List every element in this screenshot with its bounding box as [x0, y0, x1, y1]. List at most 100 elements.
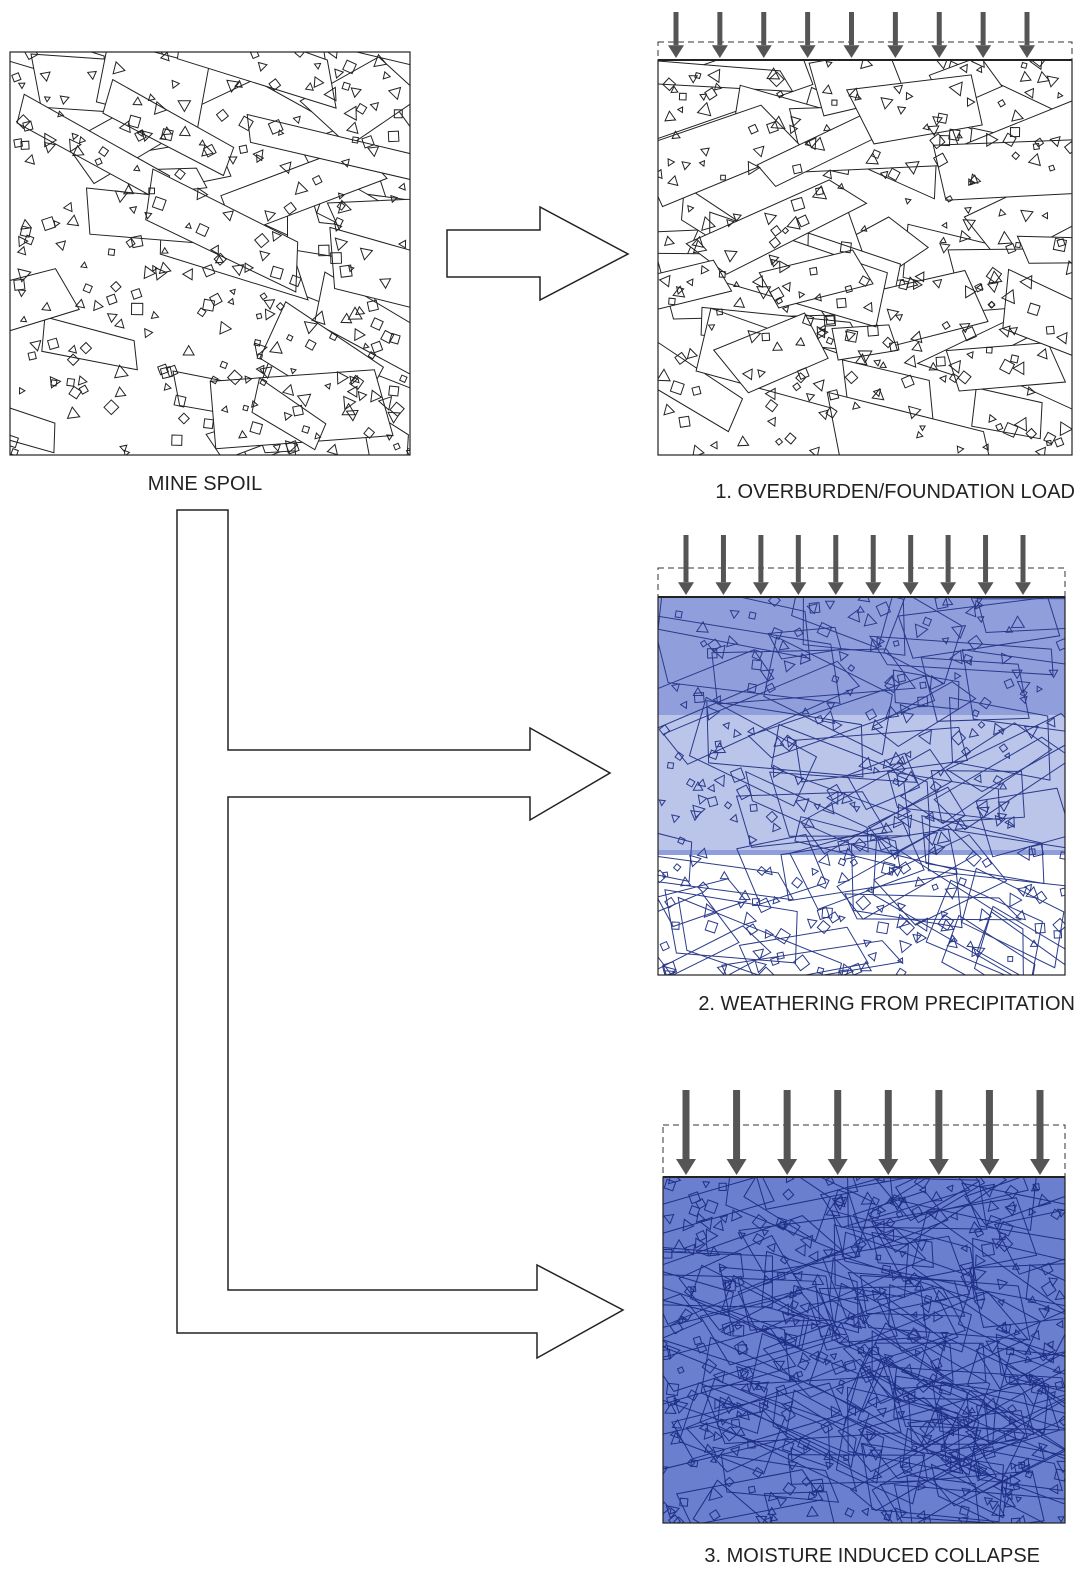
rock-slab	[663, 1246, 745, 1278]
rock-fragment	[706, 647, 718, 659]
rock-fragment	[766, 120, 779, 134]
rock-fragment	[1030, 1381, 1045, 1395]
rock-fragment	[712, 1370, 726, 1384]
rock-fragment	[695, 1229, 708, 1242]
rock-fragment	[1054, 1380, 1064, 1390]
rock-fragment	[41, 216, 57, 232]
rock-fragment	[857, 350, 873, 364]
rock-fragment	[729, 767, 746, 784]
rock-fragment	[996, 1235, 1014, 1253]
load-arrow-shaft	[849, 12, 854, 46]
rock-fragment	[1012, 1482, 1021, 1491]
rock-fragment	[1010, 1462, 1018, 1471]
rock-fragment	[673, 1397, 681, 1405]
original-height	[662, 1124, 1066, 1178]
rock-fragment	[748, 611, 757, 620]
rock-fragment	[752, 1466, 764, 1479]
rock-fragment	[882, 336, 894, 349]
rock-fragment	[948, 934, 958, 943]
rock-fragment	[1036, 70, 1051, 84]
rock-slab	[961, 1182, 1065, 1241]
rock-slab	[767, 626, 842, 660]
rock-fragment	[269, 265, 284, 280]
rock-slab	[41, 316, 138, 371]
panel-label: 2. WEATHERING FROM PRECIPITATION	[698, 993, 1075, 1015]
load-arrow-shaft	[870, 535, 876, 583]
rock-fragment	[962, 653, 973, 665]
rock-fragment	[808, 601, 821, 614]
rock-fragment	[392, 442, 401, 451]
rock-fragment	[941, 637, 950, 645]
rock-fragment	[1019, 1457, 1030, 1469]
rock-fragment	[1029, 60, 1043, 71]
rock-fragment	[816, 919, 831, 935]
rock-fragment	[238, 144, 249, 154]
rock-fragment	[182, 344, 195, 356]
rock-slab	[911, 1211, 1065, 1363]
rock-fragment	[666, 1395, 678, 1407]
rock-fragment	[1019, 689, 1028, 698]
rock-fragment	[954, 671, 962, 681]
rock-fragment	[867, 951, 877, 962]
rock-fragment	[174, 168, 186, 181]
rock-fragment	[940, 910, 949, 919]
rock-fragment	[1005, 243, 1017, 255]
rock-fragment	[19, 315, 28, 323]
rock-fragment	[671, 814, 681, 824]
rock-fragment	[663, 1348, 672, 1361]
rock-fragment	[703, 1427, 716, 1440]
rock-fragment	[811, 1321, 819, 1330]
rock-slab	[930, 1463, 1046, 1523]
rock-fragment	[889, 849, 902, 861]
rock-texture	[658, 597, 1065, 975]
rock-fragment	[985, 346, 993, 354]
rock-fragment	[1024, 1348, 1032, 1356]
rock-fragment	[387, 130, 400, 143]
load-arrow-shaft	[717, 12, 723, 46]
rock-fragment	[861, 1507, 870, 1517]
rock-fragment	[751, 1213, 768, 1230]
rock-fragment	[326, 443, 338, 455]
rock-fragment	[869, 833, 878, 842]
rock-fragment	[220, 405, 229, 414]
rock-fragment	[790, 115, 802, 128]
rock-fragment	[255, 312, 263, 320]
rock-slab	[906, 1474, 980, 1523]
load-arrow-shaft	[983, 535, 989, 583]
rock-fragment	[938, 1381, 954, 1396]
rock-fragment	[872, 388, 882, 398]
rock-fragment	[178, 125, 191, 137]
rock-fragment	[677, 836, 686, 845]
rock-fragment	[1009, 892, 1023, 908]
rock-fragment	[768, 236, 782, 249]
rock-fragment	[1002, 132, 1017, 147]
rock-fragment	[249, 52, 260, 60]
rock-fragment	[318, 244, 330, 257]
rock-fragment	[1045, 716, 1056, 728]
rock-fragment	[963, 206, 972, 215]
rock-fragment	[682, 1218, 695, 1232]
rock-slab	[743, 1177, 831, 1242]
rock-fragment	[950, 624, 967, 640]
rock-fragment	[1007, 1404, 1017, 1415]
rock-slab	[971, 387, 1043, 440]
rock-fragment	[707, 324, 716, 332]
rock-fragment	[144, 327, 154, 339]
rock-fragment	[215, 108, 230, 123]
rock-fragment	[674, 1400, 689, 1414]
rock-fragment	[739, 1369, 750, 1379]
rock-fragment	[1003, 1496, 1017, 1508]
rock-fragment	[708, 1245, 721, 1257]
rock-slab	[893, 1484, 1065, 1523]
rock-fragment	[354, 327, 366, 342]
rock-fragment	[74, 298, 86, 309]
rock-fragment	[799, 1301, 811, 1314]
rock-fragment	[756, 1381, 770, 1393]
rock-fragment	[238, 429, 248, 439]
rock-fragment	[745, 923, 758, 936]
rock-fragment	[835, 1386, 845, 1395]
rock-fragment	[1003, 678, 1015, 690]
rock-fragment	[292, 404, 304, 417]
rock-fragment	[899, 703, 911, 716]
rock-fragment	[277, 129, 285, 137]
